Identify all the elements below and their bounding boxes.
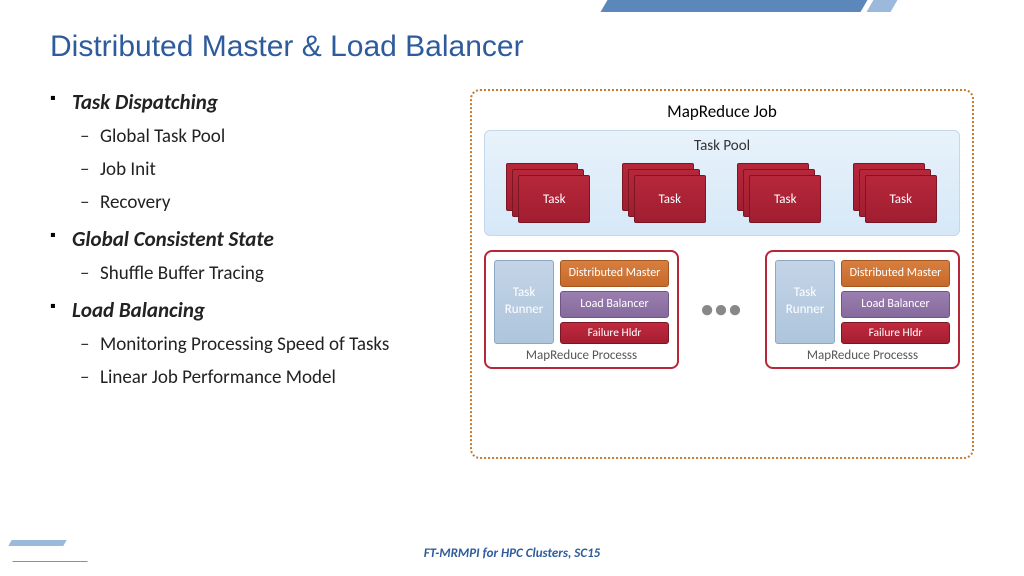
ellipsis-icon: •••	[701, 295, 743, 324]
bullet-main: Global Consistent State	[72, 226, 274, 252]
bullet-main: Task Dispatching	[72, 89, 218, 115]
bullet-sub: Monitoring Processing Speed of Tasks	[72, 333, 450, 356]
bullet-list: Task Dispatching Global Task Pool Job Init…	[50, 89, 450, 459]
process-label: MapReduce Processs	[494, 348, 669, 363]
mapreduce-job-box: MapReduce Job Task Pool TaskTaskTaskTask…	[470, 89, 974, 459]
bullet-sub: Linear Job Performance Model	[72, 366, 450, 389]
task-stack: Task	[622, 163, 707, 223]
bullet-sub: Job Init	[72, 158, 450, 181]
slide-title: Distributed Master & Load Balancer	[50, 30, 974, 64]
content-row: Task Dispatching Global Task Pool Job Init…	[50, 89, 974, 459]
bullet-sub: Shuffle Buffer Tracing	[72, 262, 450, 285]
task-card: Task	[865, 175, 937, 223]
distributed-master-box: Distributed Master	[841, 260, 950, 287]
failure-handler-box: Failure Hldr	[560, 322, 669, 344]
task-stack: Task	[853, 163, 938, 223]
mapreduce-process-box: Task Runner Distributed Master Load Bala…	[765, 250, 960, 369]
failure-handler-box: Failure Hldr	[841, 322, 950, 344]
bullet-sub: Global Task Pool	[72, 125, 450, 148]
task-card: Task	[749, 175, 821, 223]
footer-text: FT-MRMPI for HPC Clusters, SC15	[0, 546, 1024, 561]
processes-row: Task Runner Distributed Master Load Bala…	[484, 250, 960, 369]
process-label: MapReduce Processs	[775, 348, 950, 363]
slide-container: Distributed Master & Load Balancer Task …	[0, 0, 1024, 576]
load-balancer-box: Load Balancer	[841, 291, 950, 318]
bullet-main: Load Balancing	[72, 297, 205, 323]
job-title: MapReduce Job	[484, 101, 960, 122]
task-pool-title: Task Pool	[495, 137, 949, 155]
mapreduce-process-box: Task Runner Distributed Master Load Bala…	[484, 250, 679, 369]
task-runner-box: Task Runner	[494, 260, 554, 344]
task-card: Task	[634, 175, 706, 223]
load-balancer-box: Load Balancer	[560, 291, 669, 318]
architecture-diagram: MapReduce Job Task Pool TaskTaskTaskTask…	[470, 89, 974, 459]
distributed-master-box: Distributed Master	[560, 260, 669, 287]
task-pool-box: Task Pool Task Task Task Task	[484, 130, 960, 236]
task-runner-box: Task Runner	[775, 260, 835, 344]
task-stack: Task	[737, 163, 822, 223]
task-groups-row: Task Task Task Task	[495, 163, 949, 223]
task-stack: Task	[506, 163, 591, 223]
bullet-sub: Recovery	[72, 191, 450, 214]
task-card: Task	[518, 175, 590, 223]
